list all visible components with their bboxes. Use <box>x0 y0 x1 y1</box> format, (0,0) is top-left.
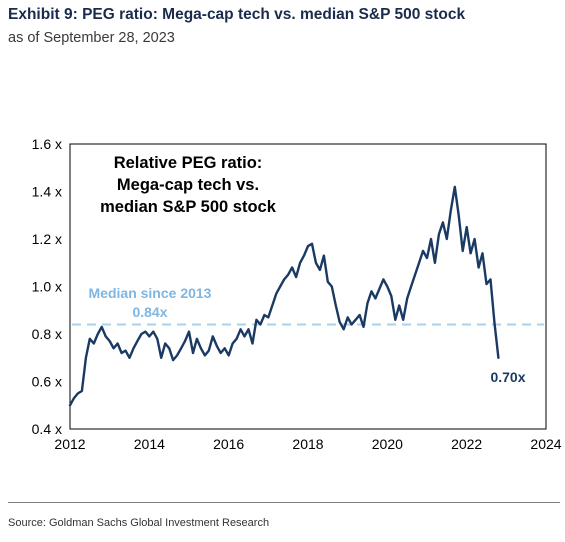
chart-container: 0.4 x 0.6 x 0.8 x 1.0 x 1.2 x 1.4 x 1.6 x 2012… <box>0 120 565 480</box>
y-axis-ticks: 0.4 x 0.6 x 0.8 x 1.0 x 1.2 x 1.4 x 1.6 x <box>32 136 62 437</box>
series-line-relative-peg <box>68 185 500 407</box>
source-note: Source: Goldman Sachs Global Investment … <box>8 517 270 529</box>
x-tick-label: 2024 <box>530 436 561 452</box>
x-tick-label: 2022 <box>451 436 482 452</box>
chart-title-line-3: median S&P 500 stock <box>100 198 277 216</box>
x-tick-label: 2020 <box>372 436 403 452</box>
exhibit-subtitle: as of September 28, 2023 <box>8 30 175 46</box>
end-value-label: 0.70x <box>490 369 525 385</box>
y-tick-label: 1.0 x <box>32 279 62 295</box>
median-annotation-value: 0.84x <box>132 304 167 320</box>
x-tick-label: 2012 <box>54 436 85 452</box>
y-tick-label: 0.8 x <box>32 326 62 342</box>
chart-title-line-2: Mega-cap tech vs. <box>117 176 259 194</box>
footer-divider <box>8 502 560 503</box>
median-annotation-label: Median since 2013 <box>89 285 212 301</box>
exhibit-title: Exhibit 9: PEG ratio: Mega-cap tech vs. … <box>8 6 466 23</box>
chart-title-line-1: Relative PEG ratio: <box>114 154 263 172</box>
x-axis-ticks: 2012 2014 2016 2018 2020 2022 2024 <box>54 436 561 452</box>
plot-area-frame <box>69 143 547 430</box>
y-tick-label: 0.4 x <box>32 421 62 437</box>
x-tick-label: 2016 <box>213 436 244 452</box>
y-tick-label: 1.4 x <box>32 184 62 200</box>
x-tick-label: 2014 <box>134 436 165 452</box>
y-tick-label: 1.2 x <box>32 231 62 247</box>
peg-ratio-chart: 0.4 x 0.6 x 0.8 x 1.0 x 1.2 x 1.4 x 1.6 x 2012… <box>32 136 562 452</box>
y-tick-label: 0.6 x <box>32 374 62 390</box>
x-tick-label: 2018 <box>292 436 323 452</box>
y-tick-label: 1.6 x <box>32 136 62 152</box>
